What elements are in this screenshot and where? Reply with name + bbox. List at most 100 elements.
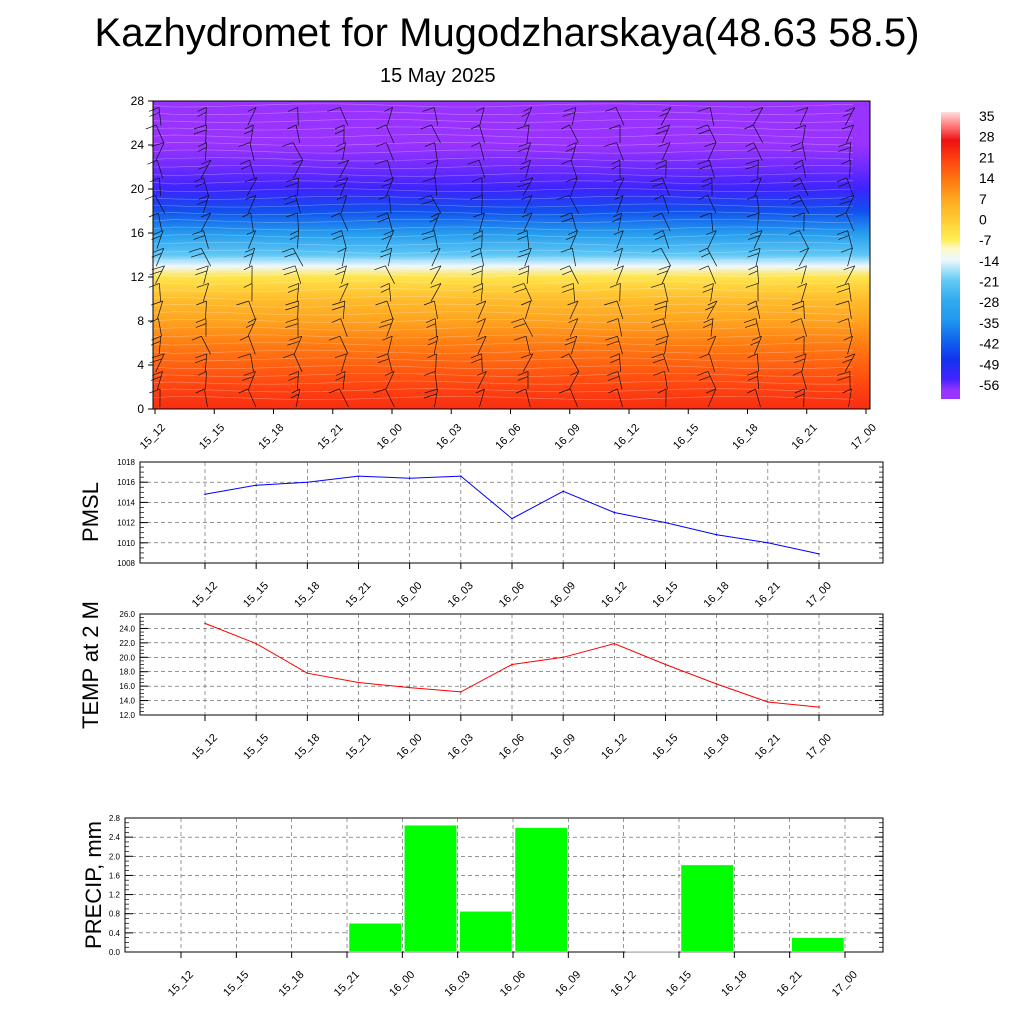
wind-barb-flag [287, 124, 297, 130]
wind-barb [295, 388, 301, 408]
chart-subtitle: 15 May 2025 [380, 65, 496, 87]
wind-barb-flag [476, 107, 485, 112]
y-tick-label: 28 [131, 94, 145, 108]
x-tick-label: 16_00 [375, 422, 405, 452]
wind-barb-flag [190, 252, 204, 258]
wind-barb-flag [744, 323, 758, 328]
wind-barb [707, 265, 717, 284]
wind-barb-flag [243, 252, 254, 258]
wind-barb-flag [287, 288, 299, 293]
wind-barb-flag [698, 129, 710, 135]
wind-barb [342, 371, 346, 390]
wind-barb-flag [429, 217, 438, 223]
wind-barb [158, 107, 162, 126]
wind-barb-flag [378, 217, 389, 223]
wind-barb [524, 107, 532, 126]
wind-barb [569, 195, 579, 214]
wind-barb-flag [471, 265, 483, 271]
wind-barb-flag [238, 142, 250, 147]
wind-barb-flag [656, 335, 668, 341]
wind-barb-flag [517, 371, 529, 376]
wind-barb [664, 336, 668, 355]
wind-barb-flag [193, 235, 205, 240]
x-tick-label: 17_00 [804, 580, 834, 610]
wind-barb-flag [748, 305, 758, 311]
wind-barb [569, 388, 579, 408]
wind-barb-flag [376, 142, 387, 147]
wind-barb [479, 124, 485, 144]
wind-barb-flag [560, 247, 573, 253]
data-point [562, 656, 564, 659]
wind-barb-flag [470, 353, 482, 359]
wind-barb-flag [191, 335, 202, 341]
wind-barb-flag [285, 318, 299, 323]
x-tick-label: 16_03 [442, 969, 472, 999]
wind-barb [844, 107, 856, 126]
wind-barb-flag [614, 195, 624, 200]
wind-barb [430, 265, 442, 284]
data-point [357, 681, 360, 684]
x-tick-label: 15_12 [138, 422, 168, 452]
wind-barb [617, 371, 623, 390]
y-tick-label: 2.0 [109, 852, 121, 861]
wind-barb [846, 177, 854, 196]
wind-barb [757, 160, 759, 179]
wind-barb-flag [145, 124, 157, 130]
wind-barb-flag [477, 371, 487, 376]
wind-barb-flag [604, 300, 618, 306]
wind-barb-flag [655, 159, 667, 165]
wind-barb-flag [336, 195, 347, 200]
colorbar-label: 14 [979, 170, 995, 186]
wind-barb-flag [560, 212, 572, 218]
wind-barb-flag [328, 335, 341, 341]
wind-barb-flag [707, 335, 716, 341]
wind-barb [662, 353, 670, 372]
wind-barb-flag [607, 318, 619, 323]
wind-barb [523, 212, 533, 232]
isotherm-line [152, 334, 854, 339]
wind-barb-flag [791, 177, 800, 183]
wind-barb-flag [328, 388, 340, 394]
wind-barb-flag [148, 283, 160, 288]
wind-barb-flag [654, 300, 668, 306]
wind-barb-flag [566, 142, 577, 147]
wind-barb [433, 336, 439, 355]
x-tick-label: 16_12 [608, 969, 638, 999]
isotherm-line [152, 118, 854, 123]
wind-barb-flag [612, 217, 621, 223]
isotherm-line [152, 272, 854, 277]
wind-barb [615, 107, 625, 126]
wind-barb-flag [562, 270, 572, 276]
x-tick-label: 16_00 [387, 969, 417, 999]
wind-barb-flag [332, 235, 343, 240]
wind-barb [386, 300, 394, 320]
wind-barb [662, 124, 670, 144]
wind-barb [844, 353, 856, 372]
wind-barb-flag [837, 376, 851, 381]
wind-barb-flag [201, 212, 211, 218]
wind-barb-flag [471, 142, 480, 147]
wind-barb-flag [836, 177, 847, 183]
isotherm-line [152, 234, 854, 239]
wind-barb [205, 107, 207, 126]
wind-barb-flag [701, 177, 713, 183]
wind-barb-flag [246, 230, 256, 235]
wind-barb-flag [797, 283, 807, 288]
wind-barb [801, 353, 807, 372]
wind-barb [479, 248, 485, 267]
wind-barb [662, 177, 670, 196]
wind-barb-flag [794, 388, 805, 394]
wind-barb-flag [153, 247, 164, 253]
wind-barb-flag [281, 247, 294, 253]
wind-barb-flag [607, 371, 619, 376]
wind-barb-flag [291, 388, 301, 394]
wind-barb-flag [699, 212, 712, 218]
wind-barb [205, 124, 207, 144]
wind-barb-flag [656, 270, 669, 276]
wind-barb-flag [420, 124, 432, 130]
wind-barb [479, 388, 485, 408]
wind-barb-flag [289, 235, 299, 240]
precip-bar [459, 911, 513, 953]
wind-barb [523, 318, 533, 337]
wind-barb-flag [561, 159, 572, 165]
